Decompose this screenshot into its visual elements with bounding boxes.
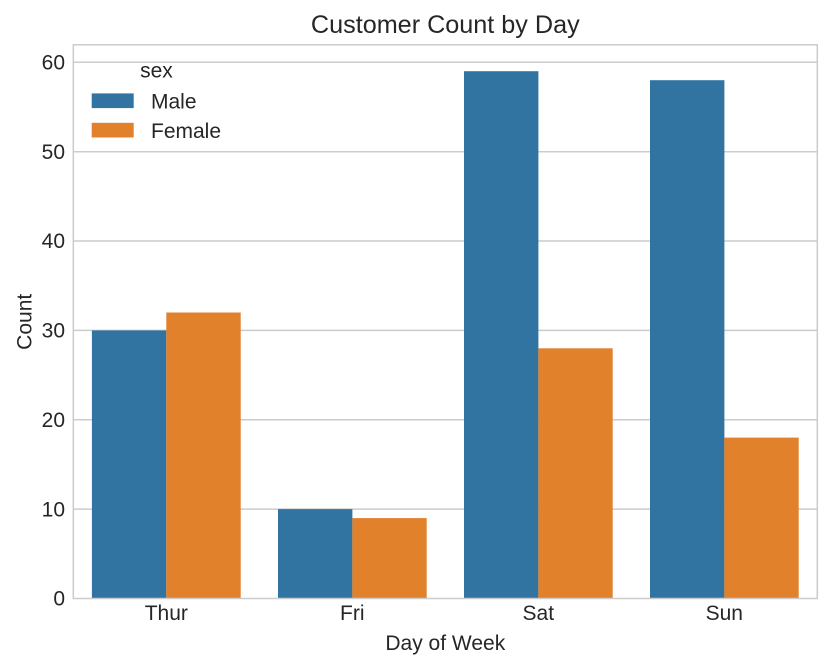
svg-text:Fri: Fri xyxy=(340,602,365,625)
svg-text:Thur: Thur xyxy=(145,602,188,625)
svg-text:60: 60 xyxy=(42,52,65,75)
svg-text:0: 0 xyxy=(53,588,65,611)
svg-text:Sun: Sun xyxy=(706,602,743,625)
svg-text:Male: Male xyxy=(151,91,197,114)
svg-text:sex: sex xyxy=(140,60,173,83)
svg-text:20: 20 xyxy=(42,409,65,432)
svg-text:30: 30 xyxy=(42,320,65,343)
svg-text:Day of Week: Day of Week xyxy=(385,632,505,655)
svg-text:40: 40 xyxy=(42,230,65,253)
svg-text:Count: Count xyxy=(13,294,36,350)
svg-text:50: 50 xyxy=(42,141,65,164)
svg-text:10: 10 xyxy=(42,498,65,521)
svg-text:Sat: Sat xyxy=(523,602,555,625)
svg-text:Female: Female xyxy=(151,120,221,143)
svg-text:Customer Count by Day: Customer Count by Day xyxy=(311,11,580,39)
